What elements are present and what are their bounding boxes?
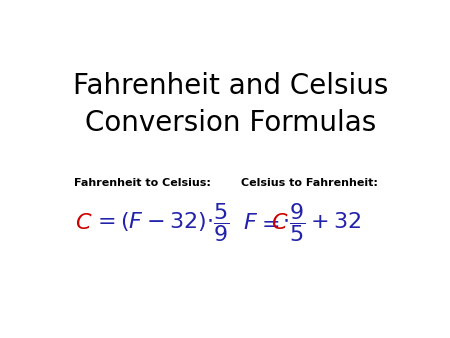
Text: $\mathit{C}$: $\mathit{C}$ xyxy=(271,213,288,233)
Text: $\mathit{F}$: $\mathit{F}$ xyxy=(243,213,258,233)
Text: $=$: $=$ xyxy=(257,213,279,233)
Text: $=(\mathit{F}-32){\cdot}\dfrac{5}{9}$: $=(\mathit{F}-32){\cdot}\dfrac{5}{9}$ xyxy=(93,201,229,244)
Text: Fahrenheit to Celsius:: Fahrenheit to Celsius: xyxy=(74,178,211,189)
Text: $\mathit{C}$: $\mathit{C}$ xyxy=(76,213,93,233)
Text: Celsius to Fahrenheit:: Celsius to Fahrenheit: xyxy=(241,178,378,189)
Text: Fahrenheit and Celsius
Conversion Formulas: Fahrenheit and Celsius Conversion Formul… xyxy=(73,72,388,137)
Text: ${\cdot}\dfrac{9}{5}+32$: ${\cdot}\dfrac{9}{5}+32$ xyxy=(282,201,362,244)
